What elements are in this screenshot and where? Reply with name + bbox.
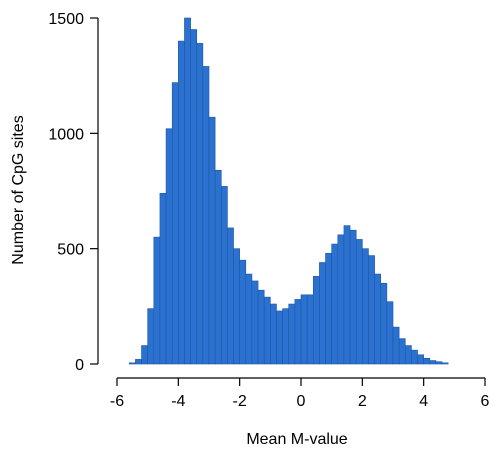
histogram-bar xyxy=(202,66,210,365)
histogram-bar xyxy=(386,301,394,365)
histogram-bar xyxy=(392,326,400,365)
y-axis-title: Number of CpG sites xyxy=(10,115,27,264)
histogram-bar xyxy=(325,252,332,365)
x-tick-label: -6 xyxy=(110,393,124,410)
histogram-bar xyxy=(441,362,449,365)
histogram-bar xyxy=(435,361,443,365)
histogram-bar xyxy=(128,362,136,365)
histogram-bar xyxy=(233,248,240,365)
histogram-bar xyxy=(398,338,406,365)
histogram-bar xyxy=(411,349,418,365)
histogram-bar xyxy=(178,40,185,365)
histogram-bar xyxy=(135,359,142,365)
histogram-bar xyxy=(343,225,351,365)
histogram-bar xyxy=(294,299,302,365)
histogram-bar xyxy=(184,17,191,365)
y-tick-label: 1500 xyxy=(48,11,84,28)
histogram-bar xyxy=(300,294,308,365)
histogram-bar xyxy=(355,239,363,365)
histogram-bar xyxy=(380,282,388,365)
histogram-bar xyxy=(220,186,228,365)
histogram-bar xyxy=(423,357,431,365)
histogram-bar xyxy=(239,259,247,365)
histogram-bar xyxy=(165,128,173,365)
histogram-bar xyxy=(159,193,167,365)
y-axis-ticks: 0 500 1000 1500 xyxy=(48,11,98,374)
histogram-bar xyxy=(257,289,265,365)
histogram-bar xyxy=(331,243,339,365)
x-tick-label: -2 xyxy=(233,393,247,410)
histogram-bar xyxy=(417,354,424,365)
histogram-bar xyxy=(349,229,357,365)
histogram-bar xyxy=(306,294,314,365)
histogram-bar xyxy=(251,280,259,365)
histogram-bar xyxy=(362,248,369,365)
histogram-bar xyxy=(312,276,320,365)
histogram-bar xyxy=(288,303,296,365)
histogram-bar xyxy=(276,310,283,365)
histogram-bar xyxy=(263,296,271,365)
y-tick-label: 1000 xyxy=(48,126,84,143)
x-axis-title: Mean M-value xyxy=(246,431,347,448)
histogram-bar xyxy=(171,82,179,365)
y-tick-label: 500 xyxy=(57,242,84,259)
x-tick-label: 0 xyxy=(297,393,306,410)
histogram-bar xyxy=(214,169,222,365)
histogram-bar xyxy=(282,308,290,365)
histogram-bar xyxy=(153,236,161,365)
x-tick-label: 2 xyxy=(358,393,367,410)
histogram-bar xyxy=(404,345,412,365)
histogram-bar xyxy=(141,345,148,365)
x-tick-label: -4 xyxy=(171,393,185,410)
histogram-bar xyxy=(337,234,345,365)
x-tick-label: 4 xyxy=(419,393,428,410)
histogram-bar xyxy=(190,29,198,365)
histogram-bar xyxy=(270,303,277,365)
histogram-bar xyxy=(429,360,437,365)
histogram-bar xyxy=(245,273,253,365)
y-tick-label: 0 xyxy=(75,357,84,374)
histogram-bar xyxy=(208,116,216,365)
histogram-bar xyxy=(227,227,234,365)
histogram-bars xyxy=(128,17,449,365)
histogram-bar xyxy=(196,43,204,365)
x-axis-ticks: -6 -4 -2 0 2 4 6 xyxy=(110,378,490,410)
x-tick-label: 6 xyxy=(481,393,490,410)
histogram-bar xyxy=(319,262,326,365)
histogram-bar xyxy=(147,308,155,365)
histogram-bar xyxy=(374,273,382,365)
histogram-bar xyxy=(368,255,375,365)
